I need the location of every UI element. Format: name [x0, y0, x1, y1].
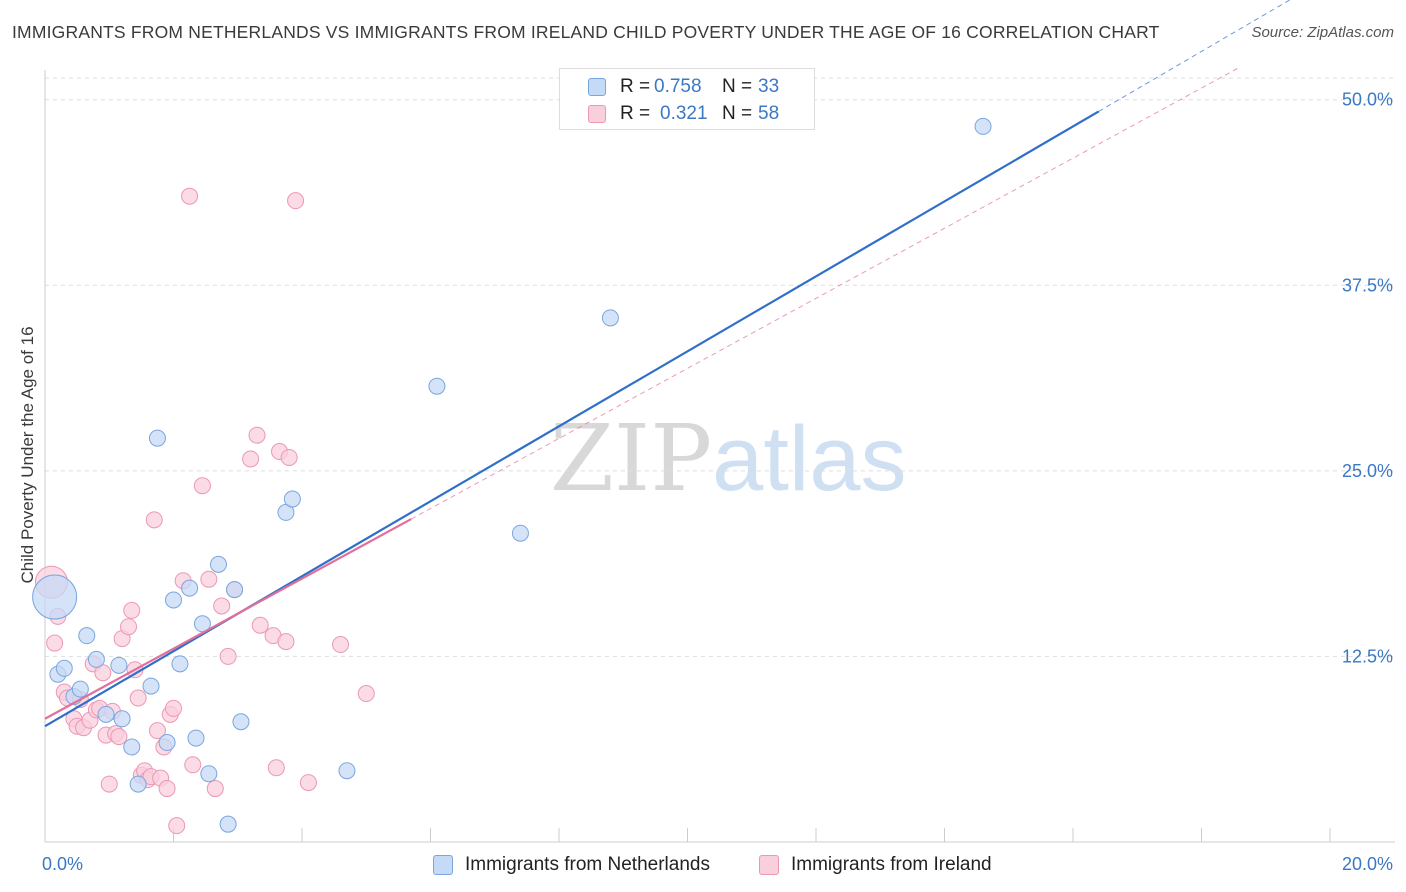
ireland-point [120, 618, 138, 636]
ireland-point [219, 647, 237, 665]
bottom-legend-ireland: Immigrants from Ireland [759, 852, 992, 878]
legend-row-netherlands: R = 0.758 N = 33 [560, 74, 779, 100]
legend-n-value: 33 [758, 76, 780, 97]
legend: R = 0.758 N = 33 R = 0.321 N = 58 [559, 68, 815, 130]
ireland-point [148, 722, 166, 740]
netherlands-point [428, 377, 446, 395]
ireland-point [110, 728, 128, 746]
netherlands-point [110, 656, 128, 674]
ireland-point [332, 636, 350, 654]
legend-row-ireland: R = 0.321 N = 58 [560, 101, 779, 127]
ireland-point [181, 187, 199, 205]
legend-r-value: 0.758 [654, 76, 702, 97]
netherlands-point [226, 581, 244, 599]
ireland-point [123, 601, 141, 619]
netherlands-point [219, 815, 237, 833]
netherlands-point [142, 677, 160, 695]
ireland-point [251, 616, 269, 634]
netherlands-point [158, 734, 176, 752]
netherlands-point [123, 738, 141, 756]
ireland-point [206, 780, 224, 798]
ireland-point [193, 477, 211, 495]
bottom-legend-swatch-ireland [759, 855, 779, 875]
ireland-point [184, 756, 202, 774]
netherlands-point [232, 713, 250, 731]
netherlands-point [974, 117, 992, 135]
netherlands-point [165, 591, 182, 609]
netherlands-point [209, 555, 227, 573]
netherlands-point [200, 765, 218, 783]
ireland-point [213, 597, 231, 615]
legend-swatch-netherlands [588, 78, 606, 96]
x-tick-label: 20.0% [1342, 854, 1393, 874]
x-tick-label: 0.0% [42, 854, 83, 874]
legend-swatch-ireland [588, 105, 606, 123]
netherlands-point [171, 655, 189, 673]
netherlands-point [148, 429, 166, 447]
ireland-point [248, 426, 266, 444]
netherlands-point [283, 490, 301, 508]
y-tick-label: 25.0% [1342, 461, 1393, 481]
ireland-point [277, 633, 295, 651]
legend-r-label: R = [620, 103, 651, 124]
legend-n-label: N = [722, 103, 753, 124]
ireland-point [267, 759, 285, 777]
bottom-legend-netherlands: Immigrants from Netherlands [433, 852, 710, 878]
ireland-point [287, 192, 305, 210]
netherlands-point [338, 762, 356, 780]
watermark-zip: ZIP [550, 405, 713, 512]
netherlands-point [129, 775, 147, 793]
netherlands-point [601, 309, 619, 327]
netherlands-trend-dashed [1098, 0, 1291, 112]
bottom-legend-swatch-netherlands [433, 855, 453, 875]
ireland-point [100, 775, 118, 793]
y-tick-label: 50.0% [1342, 90, 1393, 110]
netherlands-point [187, 729, 205, 747]
ireland-point [280, 448, 298, 466]
netherlands-point [78, 627, 96, 645]
ireland-point [200, 570, 218, 588]
legend-n-value: 58 [758, 103, 780, 124]
source-label: Source: ZipAtlas.com [1251, 24, 1394, 41]
ireland-trend-line [44, 518, 412, 720]
legend-r-value: 0.321 [660, 103, 708, 124]
y-tick-label: 37.5% [1342, 275, 1393, 295]
netherlands-point [32, 574, 78, 620]
netherlands-trend-line [44, 110, 1100, 728]
legend-n-label: N = [722, 76, 753, 97]
ireland-point [129, 689, 147, 707]
ireland-point [357, 685, 375, 703]
netherlands-point [55, 659, 73, 677]
ireland-point [46, 634, 64, 652]
netherlands-point [511, 524, 529, 542]
netherlands-point [71, 680, 89, 698]
y-tick-label: 12.5% [1342, 646, 1393, 666]
bottom-legend-label-netherlands: Immigrants from Netherlands [465, 854, 710, 875]
ireland-point [145, 511, 163, 529]
ireland-trend-dashed [410, 66, 1241, 520]
bottom-legend-label-ireland: Immigrants from Ireland [791, 854, 992, 875]
netherlands-point [181, 579, 199, 597]
ireland-point [242, 450, 260, 468]
ireland-point [168, 817, 186, 835]
netherlands-point [113, 710, 131, 728]
ireland-point [158, 780, 176, 798]
watermark-atlas: atlas [712, 408, 907, 510]
watermark: ZIPatlas [550, 405, 907, 512]
netherlands-point [87, 650, 105, 668]
ireland-point [299, 774, 317, 792]
chart-title: IMMIGRANTS FROM NETHERLANDS VS IMMIGRANT… [12, 22, 1160, 42]
legend-r-label: R = [620, 76, 651, 97]
ireland-point [165, 699, 182, 717]
netherlands-point [97, 705, 115, 723]
